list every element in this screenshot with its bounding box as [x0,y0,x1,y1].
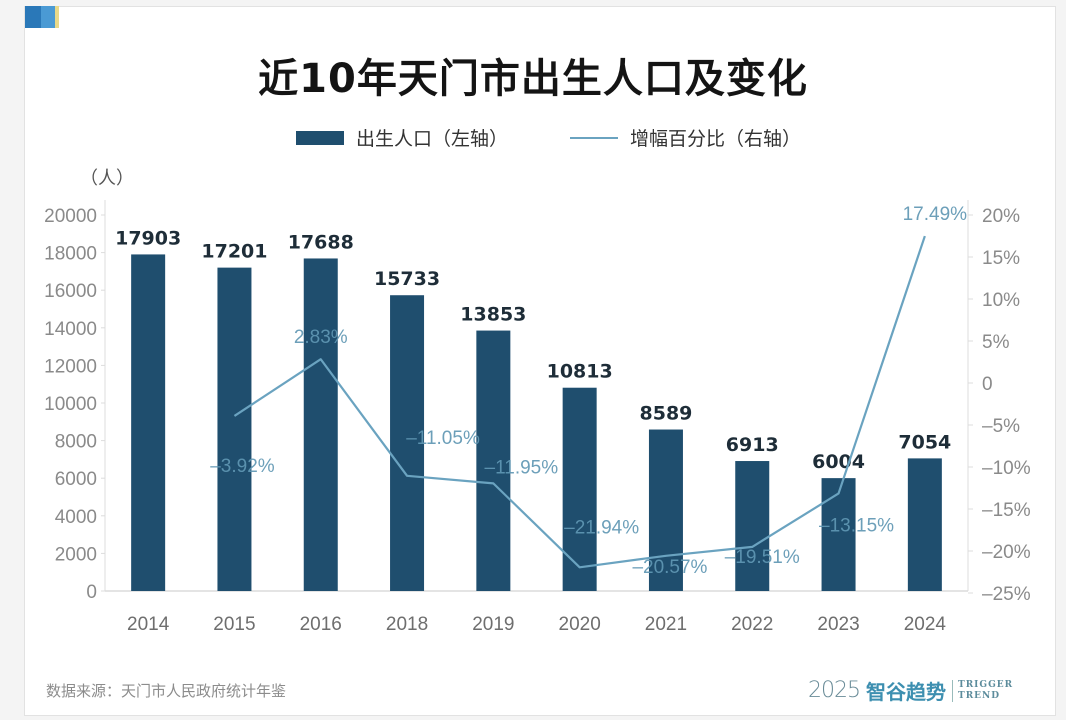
x-tick-label: 2019 [472,614,514,635]
bar-2016 [303,258,338,591]
line-label: –13.15% [819,515,894,536]
line-label: 2.83% [294,327,348,348]
bar-2021 [648,429,683,591]
bar-2018 [390,295,425,591]
x-tick-label: 2020 [559,614,601,635]
bar-label: 10813 [547,361,613,383]
x-tick-label: 2024 [904,614,947,635]
bar-2022 [735,461,770,591]
left-tick-label: 2000 [55,544,97,565]
legend-item-growth: 增幅百分比（右轴） [570,124,801,151]
bar-2014 [131,254,166,592]
right-tick-label: –15% [982,500,1031,521]
brand-logo: 2025 智谷趋势 TRIGGER TREND [808,676,1013,705]
left-tick-label: 18000 [44,244,97,265]
bar-2019 [476,330,511,591]
brand-en-line1: TRIGGER [958,679,1014,690]
legend-label-births: 出生人口（左轴） [356,128,509,150]
data-source: 数据来源：天门市人民政府统计年鉴 [46,682,287,700]
x-tick-label: 2018 [386,614,428,635]
bar-label: 6913 [726,434,779,456]
line-label: –11.05% [406,428,480,449]
legend-bar-swatch [296,130,344,145]
legend-label-growth: 增幅百分比（右轴） [630,128,802,150]
x-tick-label: 2022 [731,614,773,635]
right-tick-label: 15% [982,248,1020,269]
growth-line [233,235,926,569]
line-label: –19.51% [725,547,800,568]
right-tick-label: 5% [982,332,1010,353]
right-tick-label: –25% [982,584,1031,605]
right-tick-label: –10% [982,458,1031,479]
x-tick-label: 2023 [817,614,859,635]
bar-label: 13853 [460,304,526,326]
x-tick-label: 2015 [213,614,255,635]
line-label: –20.57% [632,557,707,578]
line-label: –11.95% [485,457,559,478]
bar-2023 [821,478,856,591]
left-tick-label: 12000 [44,356,97,377]
bar-label: 6004 [812,451,865,473]
bar-label: 15733 [374,268,440,290]
line-label: –21.94% [564,517,639,538]
bar-label: 17688 [288,231,354,253]
right-tick-label: –5% [982,416,1020,437]
brand-en-line2: TREND [958,690,1001,701]
brand-divider [952,679,953,702]
bar-label: 17903 [115,227,181,249]
right-tick-label: 0 [982,374,993,395]
left-tick-label: 10000 [44,394,97,415]
left-tick-label: 0 [86,582,97,603]
left-axis-unit: （人） [80,168,134,189]
bar-label: 17201 [201,241,267,263]
bar-2020 [562,387,597,591]
line-label: 17.49% [903,204,968,225]
right-tick-label: –20% [982,542,1031,563]
left-tick-label: 16000 [44,281,97,302]
line-label: –3.92% [210,456,275,477]
legend-line-swatch [570,136,618,139]
corner-decoration [25,6,61,28]
right-tick-label: 10% [982,290,1020,311]
brand-name: 智谷趋势 [866,680,946,704]
right-tick-label: 20% [982,206,1020,227]
x-tick-label: 2014 [127,614,170,635]
x-tick-label: 2016 [300,614,342,635]
chart-title: 近10年天门市出生人口及变化 [258,56,808,102]
left-tick-label: 20000 [44,206,97,227]
bar-label: 8589 [640,403,693,425]
brand-english: TRIGGER TREND [958,680,1013,702]
left-tick-label: 14000 [44,319,97,340]
bar-2015 [217,267,252,591]
left-tick-label: 8000 [55,432,97,453]
left-tick-label: 4000 [55,507,97,528]
bar-2024 [907,458,942,591]
legend-item-births: 出生人口（左轴） [296,124,508,151]
legend: 出生人口（左轴） 增幅百分比（右轴） [0,124,1066,150]
brand-year: 2025 [808,678,861,703]
left-tick-label: 6000 [55,469,97,490]
x-tick-label: 2021 [645,614,687,635]
bar-label: 7054 [898,431,951,453]
